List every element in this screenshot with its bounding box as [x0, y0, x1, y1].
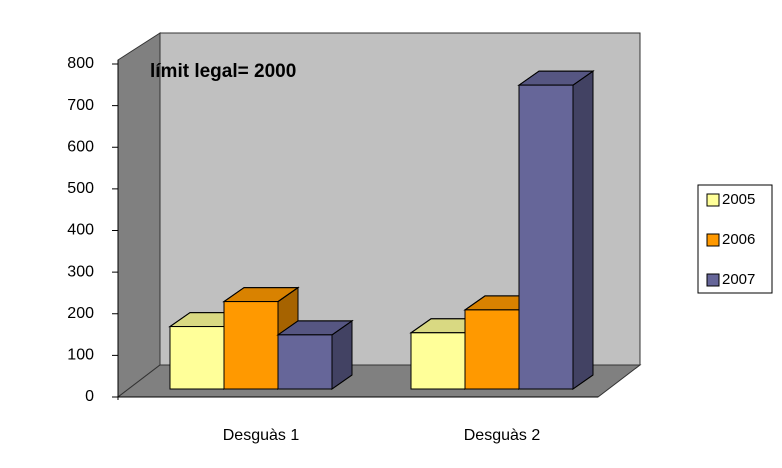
- legend-swatch: [706, 273, 720, 287]
- side-wall: [117, 32, 161, 399]
- legend-label: 2006: [722, 231, 755, 248]
- bar: [464, 309, 520, 390]
- bar: [518, 84, 574, 390]
- legend-swatch: [706, 233, 720, 247]
- y-tick-label: 200: [67, 305, 94, 322]
- y-tick-label: 0: [85, 388, 94, 405]
- annotation: límit legal= 2000: [150, 61, 296, 82]
- legend-label: 2005: [722, 191, 755, 208]
- bar: [223, 301, 279, 390]
- bar: [169, 326, 225, 390]
- x-tick-label: Desguàs 2: [464, 427, 541, 444]
- bar: [410, 332, 466, 390]
- y-tick-label: 400: [67, 222, 94, 239]
- y-tick-label: 800: [67, 55, 94, 72]
- y-tick-label: 100: [67, 347, 94, 364]
- x-tick-label: Desguàs 1: [223, 427, 300, 444]
- bar: [277, 334, 333, 390]
- bar-side-shade: [572, 70, 594, 390]
- y-tick-label: 700: [67, 97, 94, 114]
- y-tick-label: 600: [67, 138, 94, 155]
- y-tick-label: 500: [67, 180, 94, 197]
- y-tick-label: 300: [67, 263, 94, 280]
- legend-label: 2007: [722, 271, 755, 288]
- legend-swatch: [706, 193, 720, 207]
